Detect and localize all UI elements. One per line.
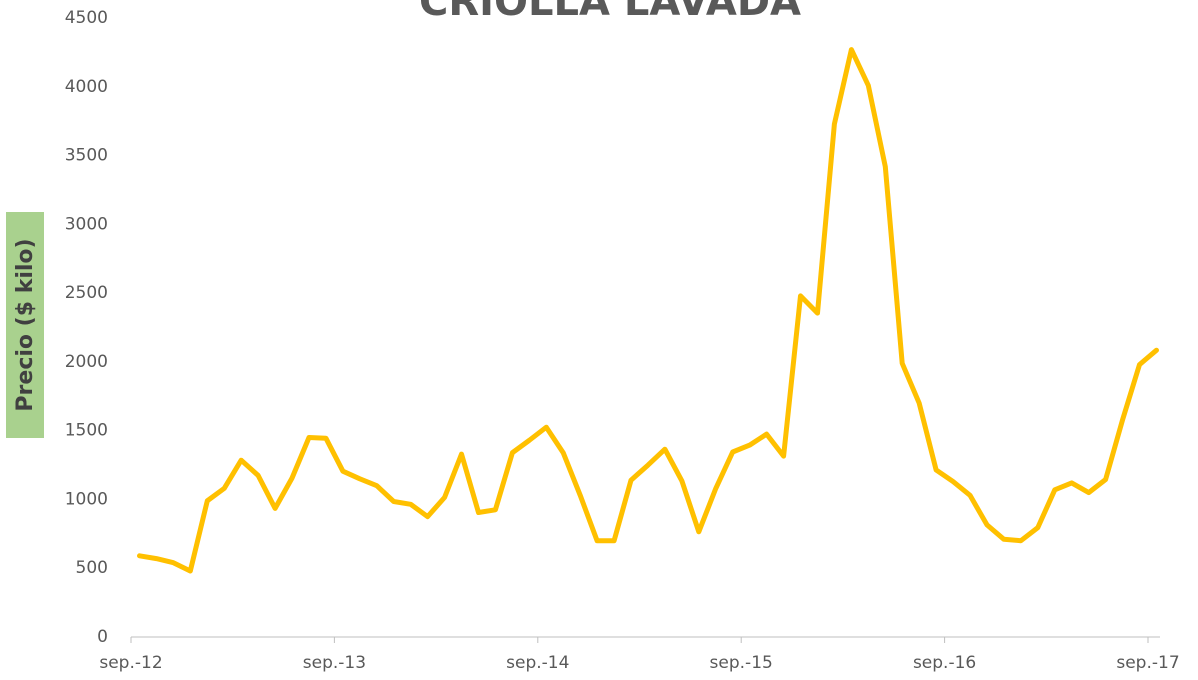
y-tick-label: 4500 [65,8,108,28]
x-tick-label: sep.-12 [99,653,162,673]
x-tick-label: sep.-16 [913,653,976,673]
x-tick-label: sep.-14 [506,653,569,673]
y-axis-label: Precio ($ kilo) [13,238,38,411]
y-tick-label: 3000 [65,214,108,234]
y-tick-label: 1500 [65,421,108,441]
y-tick-label: 3500 [65,146,108,166]
y-tick-label: 4000 [65,77,108,97]
x-tick-label: sep.-13 [303,653,366,673]
x-tick-label: sep.-17 [1116,653,1179,673]
y-tick-label: 500 [76,558,108,578]
y-tick-label: 1000 [65,489,108,509]
y-tick-label: 2500 [65,283,108,303]
y-tick-label: 0 [97,627,108,647]
y-tick-label: 2000 [65,352,108,372]
line-series [137,47,1159,574]
chart-title: CRIOLLA LAVADA [419,0,801,25]
y-label-bg [6,212,44,438]
x-tick-label: sep.-15 [710,653,773,673]
